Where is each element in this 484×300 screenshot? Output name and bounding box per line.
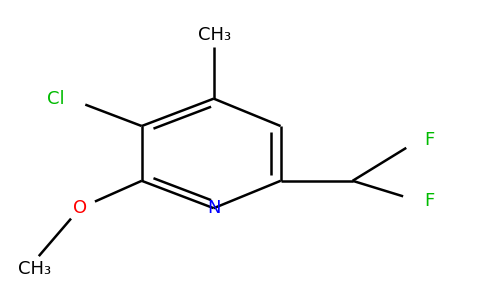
Text: F: F [424,192,435,210]
Text: O: O [73,199,87,217]
Text: N: N [207,199,220,217]
Text: CH₃: CH₃ [198,26,231,44]
Text: Cl: Cl [47,90,64,108]
Text: CH₃: CH₃ [18,260,51,278]
Text: F: F [424,131,435,149]
